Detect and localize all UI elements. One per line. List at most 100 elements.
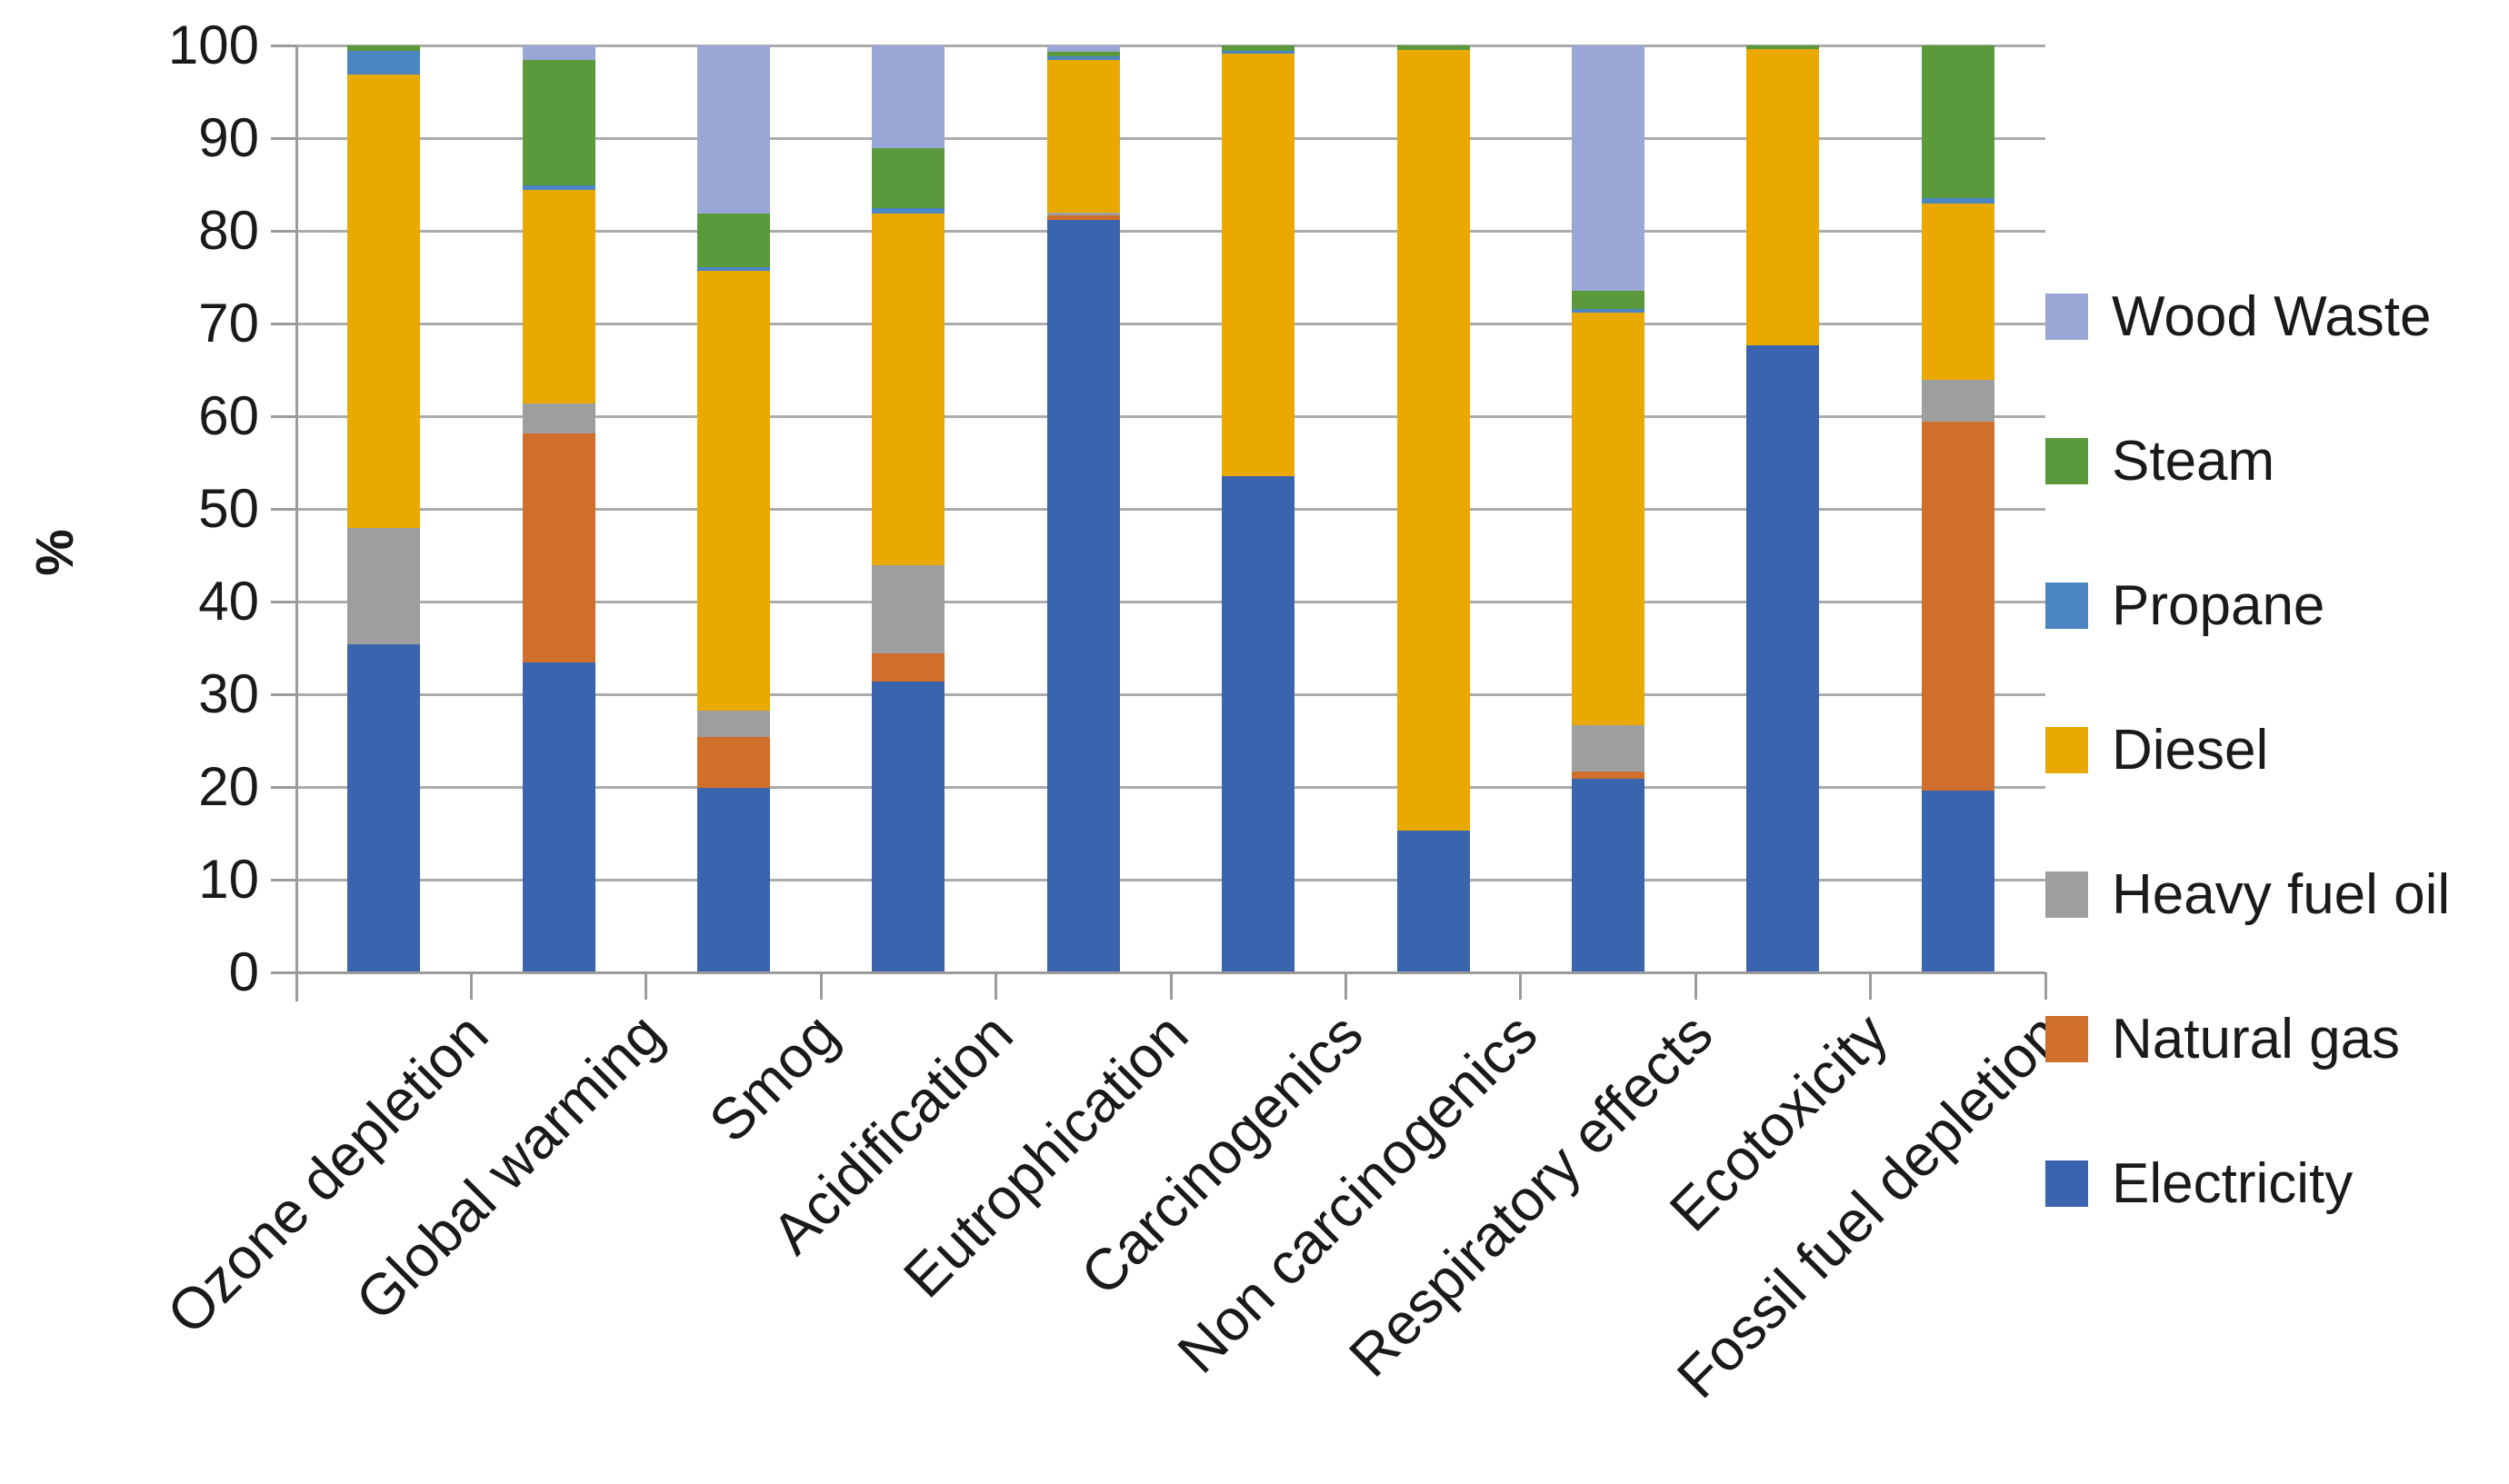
y-tick-label-20: 20 — [198, 756, 259, 817]
bar-segment-electricity-respiratory-effects — [1572, 777, 1644, 972]
bar-segment-propane-respiratory-effects — [1572, 307, 1644, 313]
x-category-label-smog: Smog — [696, 1001, 851, 1155]
legend-swatch-diesel-icon — [2045, 726, 2088, 773]
y-tick-50 — [271, 507, 296, 511]
y-axis-line — [295, 45, 298, 1001]
bar-segment-natural-gas-global-warming — [522, 433, 595, 663]
bar-segment-diesel-ecotoxicity — [1746, 48, 1820, 346]
bar-segment-heavy-fuel-oil-ozone-depletion — [347, 527, 421, 644]
legend-item-propane: Propane — [2045, 567, 2324, 643]
bar-segment-natural-gas-respiratory-effects — [1572, 770, 1644, 779]
bar-segment-steam-ozone-depletion — [347, 45, 421, 52]
x-tick-1 — [469, 972, 473, 1000]
bar-segment-propane-ozone-depletion — [347, 50, 421, 75]
gridline-90 — [296, 136, 2045, 140]
bar-segment-diesel-fossil-fuel-depletion — [1921, 203, 1994, 381]
legend-label-propane: Propane — [2112, 573, 2325, 637]
y-tick-label-30: 30 — [198, 663, 259, 724]
bar-segment-steam-non-carcinogenics — [1396, 45, 1470, 51]
bar-segment-natural-gas-eutrophication — [1046, 214, 1120, 220]
bar-segment-steam-eutrophication — [1046, 51, 1120, 57]
bar-segment-electricity-global-warming — [522, 662, 595, 972]
y-tick-label-90: 90 — [198, 107, 259, 168]
bar-segment-diesel-respiratory-effects — [1572, 311, 1644, 725]
bar-segment-propane-global-warming — [522, 184, 595, 191]
bar-segment-electricity-ecotoxicity — [1746, 344, 1820, 972]
legend-swatch-wood-waste-icon — [2045, 293, 2088, 340]
bar-segment-propane-smog — [697, 265, 770, 271]
y-tick-80 — [271, 229, 296, 233]
bar-segment-steam-respiratory-effects — [1572, 290, 1644, 309]
x-tick-8 — [1694, 972, 1697, 1000]
bar-segment-natural-gas-fossil-fuel-depletion — [1921, 421, 1994, 792]
legend-item-electricity: Electricity — [2045, 1145, 2353, 1221]
x-tick-3 — [819, 972, 823, 1000]
bar-segment-electricity-smog — [697, 787, 770, 972]
bar-segment-electricity-carcinogenics — [1222, 475, 1295, 972]
bar-segment-diesel-ozone-depletion — [347, 73, 421, 529]
x-axis-line — [271, 971, 2045, 974]
y-tick-label-0: 0 — [228, 941, 259, 1002]
y-tick-100 — [271, 44, 296, 47]
bar-segment-propane-carcinogenics — [1222, 50, 1295, 55]
legend-swatch-steam-icon — [2045, 437, 2088, 484]
bar-segment-wood-waste-smog — [697, 45, 770, 214]
y-tick-30 — [271, 692, 296, 696]
y-tick-label-10: 10 — [198, 849, 259, 910]
legend-label-wood-waste: Wood Waste — [2112, 284, 2432, 348]
bar-segment-propane-acidification — [872, 207, 945, 214]
legend-swatch-natural-gas-icon — [2045, 1015, 2088, 1062]
x-tick-2 — [645, 972, 648, 1000]
y-tick-label-60: 60 — [198, 385, 259, 446]
x-category-label-ozone-depletion: Ozone depletion — [154, 1001, 501, 1347]
bar-segment-steam-carcinogenics — [1222, 45, 1295, 52]
bar-segment-diesel-global-warming — [522, 189, 595, 403]
bar-segment-diesel-non-carcinogenics — [1396, 49, 1470, 831]
bar-segment-steam-fossil-fuel-depletion — [1921, 45, 1994, 199]
bar-segment-electricity-eutrophication — [1046, 218, 1120, 972]
bar-segment-electricity-ozone-depletion — [347, 642, 421, 972]
legend-item-wood-waste: Wood Waste — [2045, 278, 2431, 354]
gridline-50 — [296, 507, 2045, 511]
y-tick-60 — [271, 414, 296, 418]
legend-item-natural-gas: Natural gas — [2045, 1001, 2400, 1077]
y-tick-label-80: 80 — [198, 200, 259, 261]
legend-label-diesel: Diesel — [2112, 718, 2269, 782]
gridline-100 — [296, 44, 2045, 47]
y-tick-70 — [271, 322, 296, 325]
bar-segment-natural-gas-acidification — [872, 652, 945, 682]
y-tick-10 — [271, 878, 296, 881]
bar-segment-wood-waste-acidification — [872, 45, 945, 149]
x-tick-4 — [995, 972, 998, 1000]
bar-segment-wood-waste-respiratory-effects — [1572, 45, 1644, 292]
bar-segment-heavy-fuel-oil-respiratory-effects — [1572, 723, 1644, 772]
x-tick-5 — [1169, 972, 1173, 1000]
bar-segment-propane-fossil-fuel-depletion — [1921, 197, 1994, 204]
y-tick-label-40: 40 — [198, 571, 259, 632]
x-category-label-global-warming: Global warming — [343, 1001, 675, 1333]
gridline-10 — [296, 878, 2045, 881]
bar-segment-propane-eutrophication — [1046, 55, 1120, 61]
legend-item-steam: Steam — [2045, 423, 2274, 499]
bar-segment-electricity-non-carcinogenics — [1396, 829, 1470, 972]
y-tick-label-50: 50 — [198, 478, 259, 539]
bar-segment-natural-gas-smog — [697, 735, 770, 788]
bar-segment-wood-waste-eutrophication — [1046, 45, 1120, 53]
x-tick-7 — [1519, 972, 1523, 1000]
gridline-80 — [296, 229, 2045, 233]
bar-segment-wood-waste-global-warming — [522, 45, 595, 61]
legend-swatch-propane-icon — [2045, 582, 2088, 629]
bar-segment-steam-smog — [697, 212, 770, 267]
x-tick-6 — [1344, 972, 1347, 1000]
bar-segment-heavy-fuel-oil-eutrophication — [1046, 211, 1120, 215]
y-tick-label-70: 70 — [198, 293, 259, 354]
legend-label-electricity: Electricity — [2112, 1151, 2354, 1215]
gridline-40 — [296, 600, 2045, 603]
gridline-70 — [296, 322, 2045, 325]
x-tick-9 — [1869, 972, 1873, 1000]
legend-swatch-electricity-icon — [2045, 1160, 2088, 1207]
legend-item-diesel: Diesel — [2045, 712, 2268, 788]
bar-segment-electricity-acidification — [872, 680, 945, 972]
bar-segment-heavy-fuel-oil-smog — [697, 710, 770, 737]
